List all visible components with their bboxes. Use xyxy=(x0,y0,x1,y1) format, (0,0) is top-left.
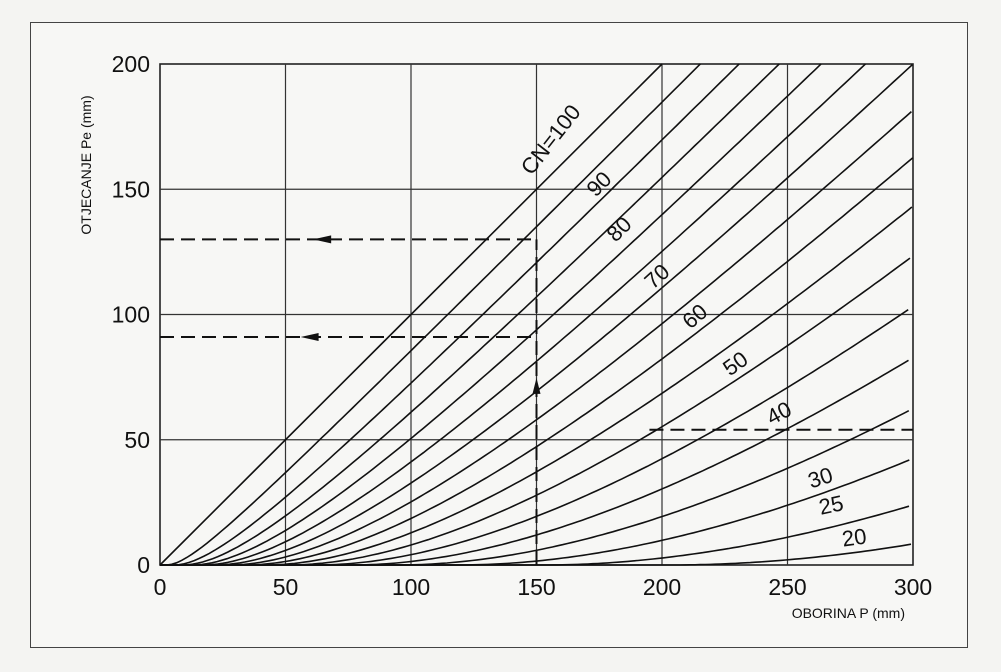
x-tick-label: 0 xyxy=(154,574,167,600)
curve-label: 70 xyxy=(640,259,675,294)
x-tick-label: 300 xyxy=(894,574,932,600)
y-tick-label: 150 xyxy=(112,176,150,202)
y-axis-title: OTJECANJE Pe (mm) xyxy=(78,95,94,234)
y-tick-label: 50 xyxy=(124,427,150,453)
curve-label: 80 xyxy=(602,212,637,247)
y-tick-label: 0 xyxy=(137,552,150,578)
runoff-curve-cn-75 xyxy=(160,63,866,566)
runoff-curve-cn-45 xyxy=(160,309,909,566)
curve-label: 30 xyxy=(805,462,836,493)
runoff-curve-cn-20 xyxy=(160,543,912,566)
runoff-curve-cn-30 xyxy=(160,459,910,566)
x-tick-label: 50 xyxy=(273,574,299,600)
curve-label: 25 xyxy=(817,490,846,520)
runoff-curve-cn-95 xyxy=(160,63,701,566)
curve-label: 90 xyxy=(581,166,616,201)
runoff-curve-cn-70 xyxy=(160,64,913,566)
x-axis-title: OBORINA P (mm) xyxy=(792,605,905,621)
chart-frame xyxy=(30,22,968,648)
curve-label: 20 xyxy=(840,523,868,551)
up-arrow-icon xyxy=(532,377,541,394)
curve-label: 60 xyxy=(677,299,712,334)
runoff-curve-cn-40 xyxy=(160,359,909,566)
x-tick-label: 100 xyxy=(392,574,430,600)
x-tick-label: 200 xyxy=(643,574,681,600)
curve-label: CN=100 xyxy=(516,100,586,179)
x-tick-label: 250 xyxy=(768,574,806,600)
runoff-curve-cn-55 xyxy=(160,206,913,566)
x-tick-label: 150 xyxy=(517,574,555,600)
tick-layer: 0 50 100 150 200 250 300 0 50 100 150 200 xyxy=(112,51,933,600)
curve-layer xyxy=(159,63,914,566)
annotation-layer xyxy=(160,235,913,565)
curve-label: 40 xyxy=(762,396,795,430)
runoff-curve-cn-50 xyxy=(160,257,911,566)
left-arrow-icon xyxy=(313,235,332,244)
runoff-curve-cn-80 xyxy=(160,63,822,566)
y-tick-label: 100 xyxy=(112,302,150,328)
runoff-curve-cn-60 xyxy=(160,157,914,566)
runoff-curve-cn-25 xyxy=(160,505,910,566)
runoff-curve-cn-35 xyxy=(160,409,910,566)
y-tick-label: 200 xyxy=(112,51,150,77)
runoff-curve-cn-85 xyxy=(160,63,780,566)
left-arrow-icon xyxy=(300,333,319,342)
runoff-curve-cn-90 xyxy=(160,63,740,566)
runoff-curve-cn-100 xyxy=(159,63,663,566)
runoff-curve-cn-65 xyxy=(160,111,912,566)
